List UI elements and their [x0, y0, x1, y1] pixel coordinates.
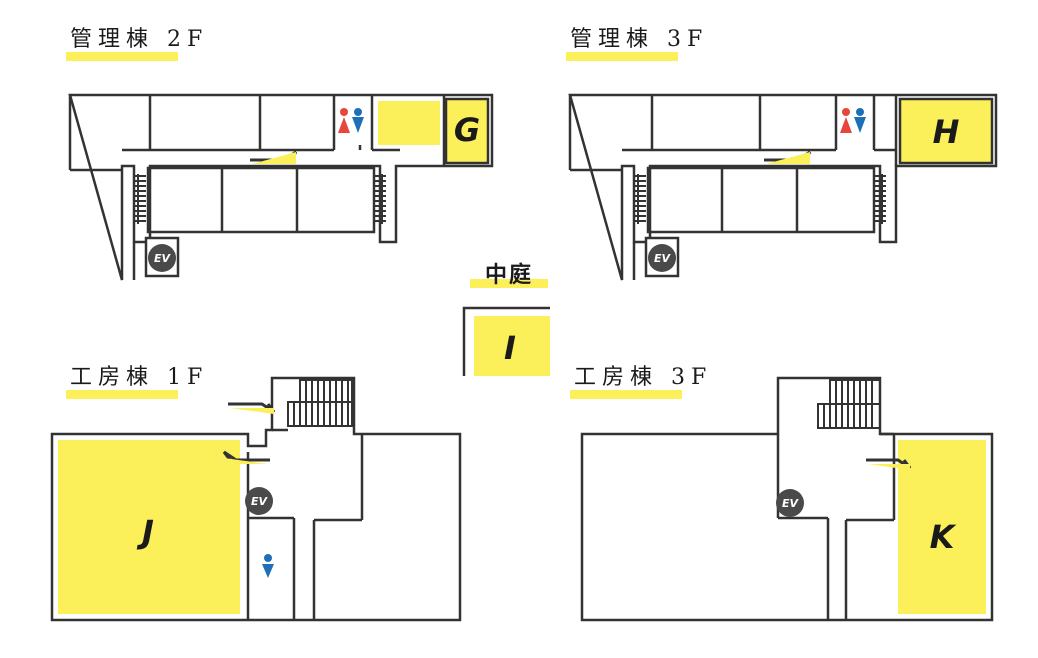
route-arrow-icon	[764, 150, 812, 164]
kobo-3f-title: 工房棟 3F	[574, 365, 712, 390]
route-arrow-icon	[222, 450, 270, 464]
svg-text:EV: EV	[654, 252, 672, 265]
elevator-icon: EV	[648, 244, 676, 272]
room-h[interactable]	[898, 97, 994, 165]
room-k-label: K	[930, 518, 957, 556]
title-underline	[570, 390, 682, 399]
room-h-label: H	[933, 113, 960, 151]
title-underline	[66, 390, 178, 399]
stairs	[817, 379, 881, 429]
room-i-label: I	[504, 329, 516, 367]
elevator-icon: EV	[776, 489, 804, 517]
svg-text:EV: EV	[251, 495, 269, 508]
stairs	[874, 174, 886, 224]
title-underline	[566, 52, 678, 61]
admin-2f-title: 管理棟 2F	[70, 27, 208, 52]
restroom-icon	[840, 108, 866, 133]
restroom-icon	[338, 108, 364, 133]
route-arrow-icon	[250, 150, 298, 164]
admin-3f-title: 管理棟 3F	[570, 27, 708, 52]
room-j[interactable]	[58, 440, 240, 614]
room-k[interactable]	[898, 440, 986, 614]
kobo-1f-map: 工房棟 1F J EV	[50, 365, 462, 622]
room-g[interactable]	[444, 97, 490, 165]
admin-3f-map: 管理棟 3F H	[566, 27, 998, 281]
title-underline	[470, 279, 548, 288]
male-restroom-icon	[262, 554, 274, 578]
elevator-icon: EV	[148, 244, 176, 272]
route-arrow-icon	[228, 402, 276, 414]
title-underline	[66, 52, 178, 61]
stairs	[374, 174, 386, 224]
room-i[interactable]	[474, 316, 550, 376]
admin-2f-map: 管理棟 2F	[66, 27, 494, 281]
route-arrow-icon	[866, 458, 912, 470]
kobo-1f-title: 工房棟 1F	[70, 365, 208, 390]
kobo-3f-map: 工房棟 3F K EV	[570, 365, 994, 622]
svg-text:EV: EV	[154, 252, 172, 265]
stairs	[634, 174, 646, 224]
stairs	[287, 379, 353, 427]
elevator-icon: EV	[245, 487, 273, 515]
stairs	[134, 174, 146, 224]
svg-text:EV: EV	[782, 497, 800, 510]
highlight-area	[378, 101, 440, 145]
courtyard-map: 中庭 I	[462, 262, 550, 376]
room-g-label: G	[454, 111, 480, 149]
courtyard-title: 中庭	[485, 262, 533, 288]
